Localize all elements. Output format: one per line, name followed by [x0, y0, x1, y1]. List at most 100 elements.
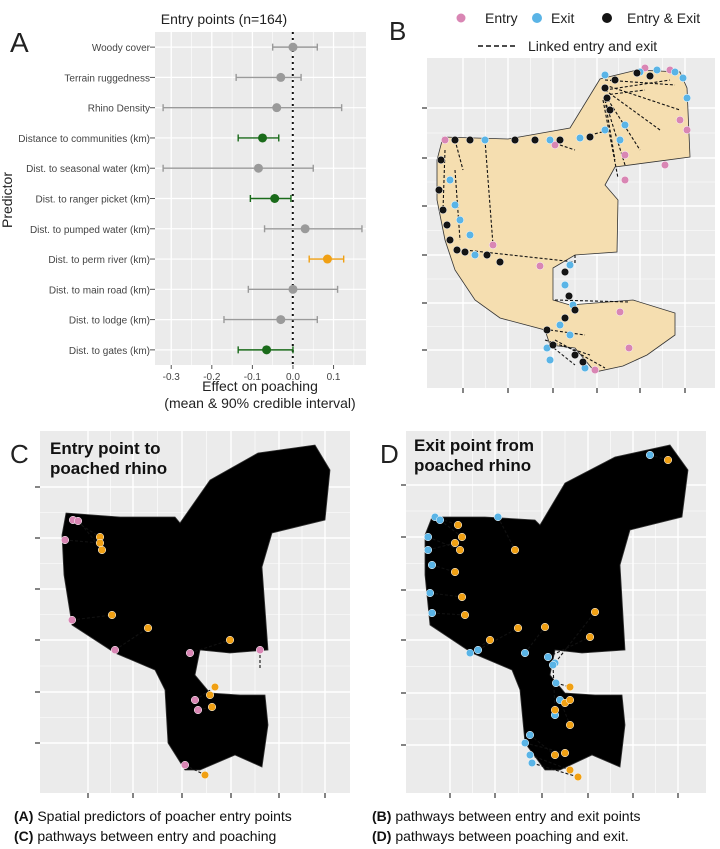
legend-exit-label: Exit	[551, 10, 574, 26]
poached-rhino-point	[565, 765, 575, 775]
legend-exit-swatch	[532, 13, 542, 23]
exit-point	[545, 135, 555, 145]
entry-exit-point	[452, 245, 462, 255]
poached-rhino-point	[663, 455, 673, 465]
entry-point	[185, 648, 195, 658]
poached-rhino-point	[450, 567, 460, 577]
exit-point	[565, 330, 575, 340]
entry-point	[660, 160, 670, 170]
poached-rhino-point	[510, 545, 520, 555]
poached-rhino-point	[460, 610, 470, 620]
exit-point	[551, 678, 561, 688]
mean-point	[288, 42, 298, 52]
mean-point	[300, 224, 310, 234]
linked-path	[602, 99, 619, 179]
caption-text-c: pathways between entry and poaching	[33, 828, 277, 844]
entry-point	[255, 645, 265, 655]
poached-rhino-point	[550, 705, 560, 715]
exit-point	[670, 67, 680, 77]
poached-rhino-point	[590, 607, 600, 617]
entry-point	[110, 645, 120, 655]
entry-point	[488, 240, 498, 250]
entry-exit-point	[570, 305, 580, 315]
poached-rhino-point	[457, 532, 467, 542]
poached-rhino-point	[565, 720, 575, 730]
exit-point	[425, 588, 435, 598]
panel-b-axis-ticks	[422, 107, 686, 393]
entry-point	[624, 343, 634, 353]
x-tick-label: -0.2	[203, 372, 221, 383]
linked-path	[184, 764, 206, 776]
linked-path	[497, 516, 516, 551]
mean-point	[288, 284, 298, 294]
linked-path	[194, 686, 216, 701]
exit-point	[435, 515, 445, 525]
panel-c-title-line1: Entry point to	[50, 439, 160, 458]
exit-point	[520, 648, 530, 658]
entry-point	[675, 115, 685, 125]
mean-point	[322, 254, 332, 264]
poached-rhino-point	[453, 520, 463, 530]
poached-rhino-point	[540, 622, 550, 632]
linked-path	[559, 699, 571, 726]
poached-rhino-point	[560, 748, 570, 758]
poached-rhino-point	[573, 772, 583, 782]
caption-key-d: (D)	[372, 828, 392, 844]
entry-exit-point	[632, 68, 642, 78]
linked-path	[554, 299, 631, 303]
panel-b-map: B Entry Exit Entry & Exit Linked entry a…	[389, 10, 715, 393]
linked-path	[554, 339, 606, 369]
predictor-label: Dist. to main road (km)	[49, 285, 150, 296]
exit-point	[600, 125, 610, 135]
poached-rhino-point	[455, 545, 465, 555]
linked-path	[524, 742, 566, 754]
mean-point	[272, 103, 282, 113]
panel-letter-d: D	[380, 439, 399, 469]
caption-key-b: (B)	[372, 808, 392, 824]
exit-point	[548, 660, 558, 670]
exit-point	[555, 320, 565, 330]
entry-exit-point	[560, 313, 570, 323]
mean-point	[262, 345, 272, 355]
panel-b-map-content	[434, 63, 692, 375]
entry-exit-point	[460, 247, 470, 257]
entry-exit-point	[482, 250, 492, 260]
linked-path	[64, 539, 101, 544]
entry-point	[180, 760, 190, 770]
x-tick-label: -0.3	[163, 372, 181, 383]
entry-exit-point	[530, 135, 540, 145]
exit-point	[525, 730, 535, 740]
predictor-label: Terrain ruggedness	[64, 73, 150, 84]
x-tick-label: -0.1	[244, 372, 262, 383]
panel-d-title-line2: poached rhino	[414, 456, 531, 475]
exit-point	[560, 280, 570, 290]
exit-point	[423, 532, 433, 542]
linked-path	[531, 762, 579, 778]
poached-rhino-point	[225, 635, 235, 645]
panel-a-rows	[162, 42, 363, 355]
entry-point	[590, 365, 600, 375]
panel-d-title-line1: Exit point from	[414, 436, 534, 455]
panel-a-x-axis-title: Effect on poaching	[202, 378, 318, 394]
entry-point	[60, 535, 70, 545]
legend-linked-label: Linked entry and exit	[528, 38, 657, 54]
caption-line-2-right: (D) pathways between poaching and exit.	[372, 828, 629, 844]
legend-both-label: Entry & Exit	[627, 10, 700, 26]
mean-point	[253, 163, 263, 173]
park-boundary	[424, 444, 689, 771]
exit-point	[427, 560, 437, 570]
linked-path	[431, 612, 466, 616]
predictor-label: Distance to communities (km)	[18, 134, 150, 145]
exit-point	[450, 200, 460, 210]
entry-point	[682, 125, 692, 135]
caption-line-2-left: (C) pathways between entry and poaching	[14, 828, 276, 844]
entry-exit-point	[510, 135, 520, 145]
panel-a-x-ticks: -0.3 -0.2 -0.1 0.0 0.1	[163, 365, 341, 383]
exit-point	[615, 135, 625, 145]
entry-exit-point	[585, 132, 595, 142]
exit-point	[455, 215, 465, 225]
entry-point	[620, 150, 630, 160]
poached-rhino-point	[95, 538, 105, 548]
panel-d-axis-ticks	[401, 484, 679, 798]
entry-exit-point	[442, 220, 452, 230]
